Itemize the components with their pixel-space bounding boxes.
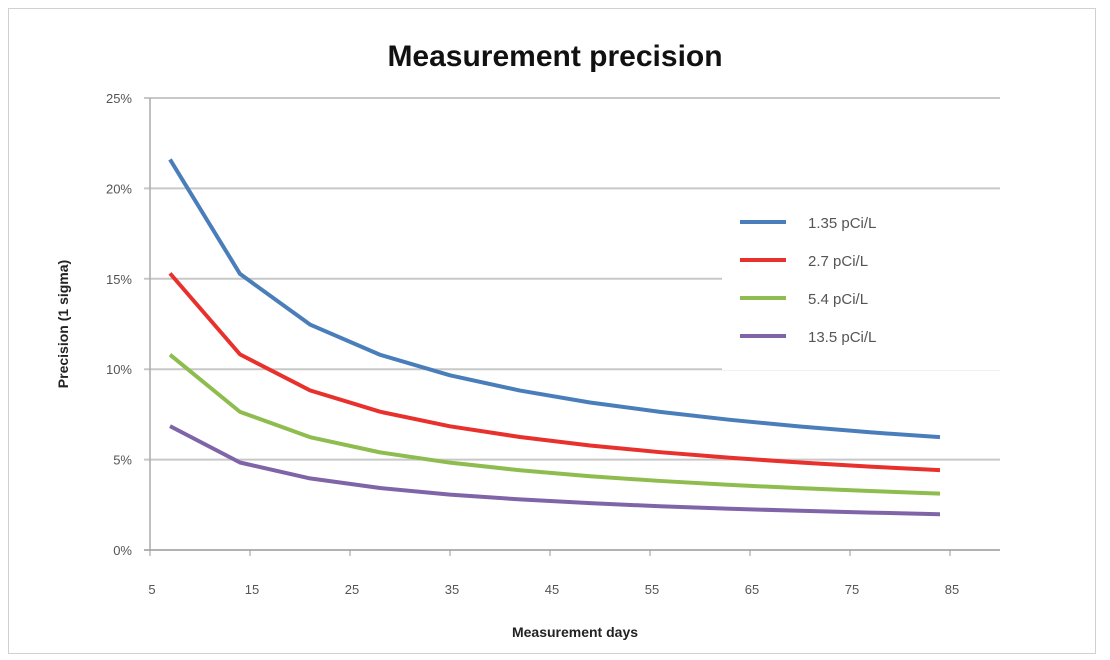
x-tick-label: 15	[245, 582, 259, 597]
legend-label: 2.7 pCi/L	[808, 253, 868, 270]
legend-label: 13.5 pCi/L	[808, 329, 876, 346]
legend-label: 1.35 pCi/L	[808, 215, 876, 232]
legend-box	[722, 200, 1012, 370]
x-tick-label: 25	[345, 582, 359, 597]
x-tick-label: 5	[148, 582, 155, 597]
chart-title: Measurement precision	[387, 40, 722, 73]
series-line-2	[168, 272, 941, 473]
y-axis-label: Precision (1 sigma)	[55, 260, 71, 388]
y-tick-label: 0%	[113, 543, 132, 558]
x-axis-label: Measurement days	[512, 624, 638, 640]
series-line-1	[168, 158, 941, 440]
series-line-3	[168, 353, 941, 496]
x-tick-label: 45	[545, 582, 559, 597]
y-tick-label: 20%	[106, 181, 132, 196]
y-tick-label: 10%	[106, 362, 132, 377]
y-tick-label: 25%	[106, 91, 132, 106]
x-tick-label: 65	[745, 582, 759, 597]
chart-frame	[8, 8, 1096, 654]
x-tick-label: 35	[445, 582, 459, 597]
y-tick-label: 15%	[106, 272, 132, 287]
x-tick-label: 75	[845, 582, 859, 597]
x-tick-label: 85	[945, 582, 959, 597]
series-line-4	[169, 424, 941, 517]
y-tick-label: 5%	[113, 453, 132, 468]
legend-label: 5.4 pCi/L	[808, 291, 868, 308]
x-tick-label: 55	[645, 582, 659, 597]
